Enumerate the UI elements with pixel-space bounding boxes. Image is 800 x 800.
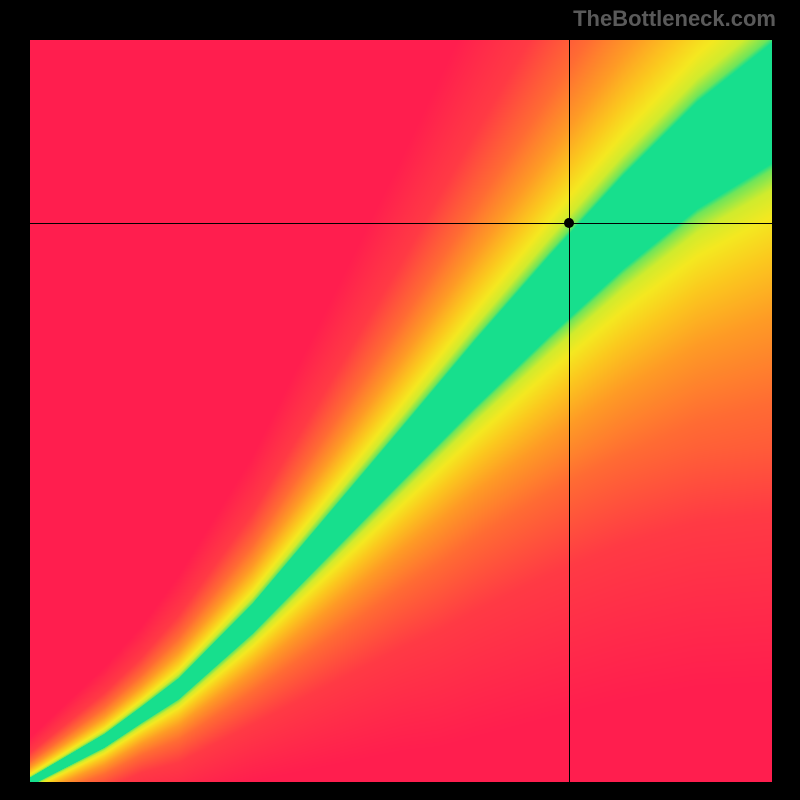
heatmap-canvas <box>30 40 772 782</box>
heatmap-plot <box>30 40 772 782</box>
attribution-text: TheBottleneck.com <box>573 6 776 32</box>
